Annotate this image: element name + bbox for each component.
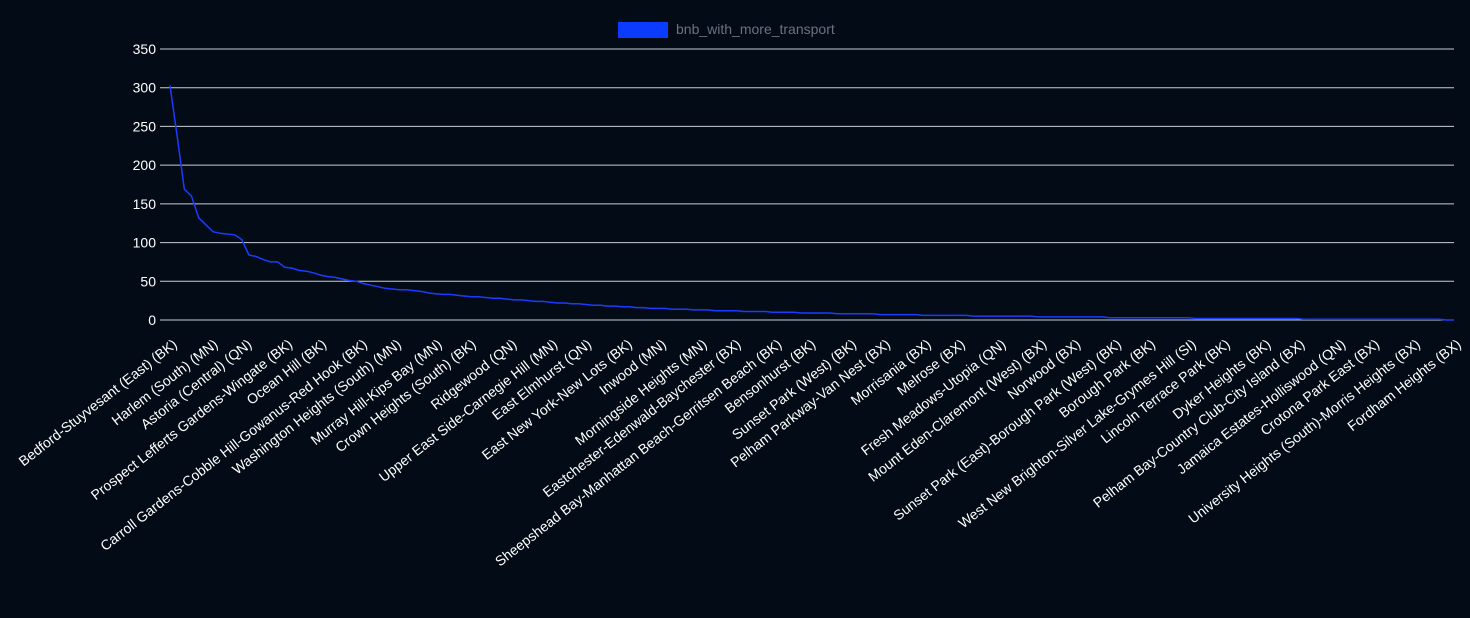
y-axis-ticks: 0 50 100 150 200 250 300 350 xyxy=(133,41,157,328)
grid-lines xyxy=(160,48,1454,321)
y-tick-label: 300 xyxy=(133,80,157,96)
legend-swatch[interactable] xyxy=(618,22,668,38)
y-tick-label: 0 xyxy=(148,312,156,328)
y-tick-label: 200 xyxy=(133,157,157,173)
legend[interactable]: bnb_with_more_transport xyxy=(618,21,835,38)
series-line xyxy=(169,85,1454,321)
legend-label[interactable]: bnb_with_more_transport xyxy=(676,21,835,37)
y-tick-label: 350 xyxy=(133,41,157,57)
y-tick-label: 250 xyxy=(133,118,157,134)
y-tick-label: 50 xyxy=(140,273,156,289)
y-tick-label: 100 xyxy=(133,235,157,251)
y-tick-label: 150 xyxy=(133,196,157,212)
series-layer xyxy=(169,85,1454,321)
